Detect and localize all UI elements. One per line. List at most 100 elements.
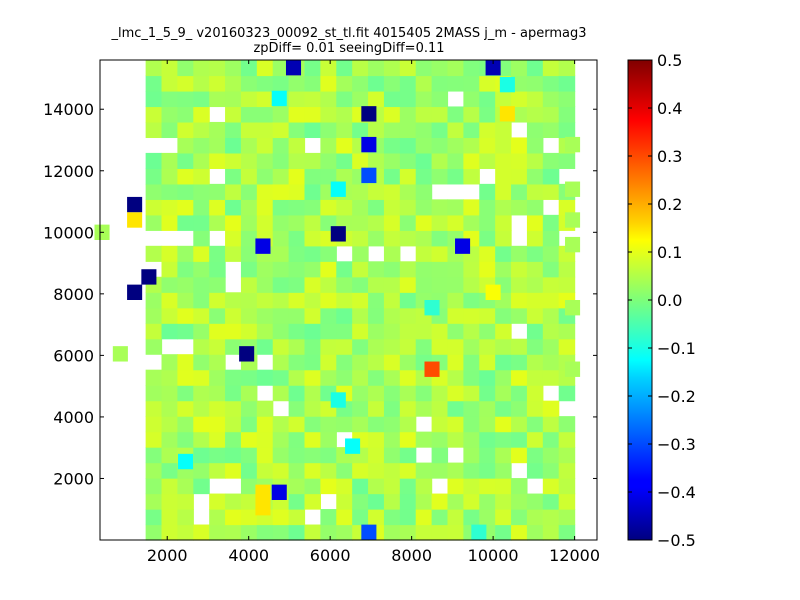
heatmap-cell bbox=[193, 447, 210, 464]
heatmap-cell bbox=[431, 152, 449, 169]
heatmap-cell bbox=[288, 447, 306, 464]
heatmap-cell bbox=[304, 245, 321, 262]
colorbar-tick-label: −0.1 bbox=[657, 339, 696, 358]
heatmap-cell bbox=[383, 509, 401, 526]
heatmap-cell bbox=[288, 106, 306, 123]
heatmap-cell bbox=[193, 416, 210, 433]
heatmap-cell bbox=[225, 338, 242, 355]
heatmap-cell bbox=[304, 168, 321, 185]
heatmap-cell bbox=[272, 462, 290, 479]
heatmap-cell bbox=[526, 230, 544, 247]
heatmap-cell bbox=[399, 183, 417, 200]
heatmap-cell bbox=[368, 431, 385, 448]
heatmap-cell bbox=[383, 338, 401, 355]
heatmap-cell bbox=[272, 60, 290, 77]
heatmap-cell bbox=[463, 292, 480, 309]
heatmap-cell bbox=[447, 385, 464, 402]
heatmap-highlight-cell bbox=[127, 284, 143, 300]
heatmap-cell bbox=[336, 276, 353, 293]
heatmap-cell bbox=[463, 385, 480, 402]
colorbar-tick-label: −0.5 bbox=[657, 531, 696, 550]
heatmap-cell bbox=[225, 524, 242, 541]
heatmap-cell bbox=[368, 447, 385, 464]
heatmap-cell bbox=[542, 90, 560, 108]
heatmap-cell bbox=[526, 60, 544, 77]
heatmap-cell bbox=[479, 462, 496, 479]
heatmap-cell bbox=[161, 509, 178, 526]
heatmap-cell bbox=[495, 416, 512, 433]
heatmap-cell bbox=[240, 323, 258, 340]
heatmap-cell bbox=[511, 338, 528, 355]
heatmap-cell bbox=[177, 168, 194, 185]
heatmap-cell bbox=[463, 90, 480, 108]
heatmap-cell bbox=[177, 493, 194, 510]
heatmap-cell bbox=[225, 90, 242, 108]
heatmap-cell bbox=[336, 369, 353, 386]
heatmap-cell bbox=[463, 121, 480, 139]
heatmap-cell bbox=[415, 60, 433, 77]
heatmap-cell bbox=[240, 493, 258, 510]
heatmap-cell bbox=[336, 478, 353, 495]
heatmap-cell bbox=[479, 183, 496, 200]
heatmap-cell bbox=[145, 323, 163, 340]
heatmap-cell bbox=[447, 431, 464, 448]
heatmap-cell bbox=[272, 307, 290, 324]
heatmap-cell bbox=[177, 276, 194, 293]
heatmap-cell bbox=[304, 431, 321, 448]
heatmap-cell bbox=[145, 524, 163, 541]
heatmap-cell bbox=[161, 431, 178, 448]
heatmap-cell bbox=[272, 261, 290, 278]
heatmap-cell bbox=[209, 261, 226, 278]
heatmap-cell bbox=[511, 493, 528, 510]
heatmap-cell bbox=[352, 338, 369, 355]
heatmap-cell bbox=[304, 75, 321, 92]
heatmap-cell bbox=[304, 493, 321, 510]
heatmap-cell bbox=[256, 447, 274, 464]
heatmap-cell bbox=[511, 524, 528, 541]
heatmap-cell bbox=[288, 431, 306, 448]
heatmap-cell bbox=[193, 60, 210, 77]
heatmap-cell bbox=[320, 245, 337, 262]
heatmap-cell bbox=[383, 493, 401, 510]
heatmap-cell bbox=[511, 307, 528, 324]
heatmap-cell bbox=[431, 90, 449, 108]
heatmap-highlight-cell bbox=[271, 484, 287, 500]
heatmap-cell bbox=[511, 137, 528, 154]
heatmap-cell bbox=[240, 416, 258, 433]
heatmap-cell bbox=[447, 137, 464, 154]
heatmap-cell bbox=[511, 183, 528, 200]
heatmap-cell bbox=[177, 90, 194, 108]
heatmap-cell bbox=[511, 106, 528, 123]
heatmap-cell bbox=[495, 214, 512, 231]
heatmap-cell bbox=[415, 276, 433, 293]
heatmap-cell bbox=[145, 462, 163, 479]
heatmap-cell bbox=[352, 354, 369, 371]
colorbar-tick-label: −0.2 bbox=[657, 387, 696, 406]
heatmap-cell bbox=[145, 90, 163, 108]
heatmap-cell bbox=[272, 137, 290, 154]
heatmap-cell bbox=[209, 447, 226, 464]
heatmap-cell bbox=[558, 493, 576, 510]
heatmap-cell bbox=[511, 168, 528, 185]
heatmap-cell bbox=[495, 524, 512, 541]
heatmap-cell bbox=[272, 416, 290, 433]
heatmap-cell bbox=[272, 323, 290, 340]
heatmap-cell bbox=[209, 307, 226, 324]
heatmap-cell bbox=[225, 245, 242, 262]
heatmap-cell bbox=[368, 60, 385, 77]
heatmap-cell bbox=[383, 199, 401, 216]
chart-title: _lmc_1_5_9_ v20160323_00092_st_tl.fit 40… bbox=[111, 26, 587, 41]
heatmap-cell bbox=[145, 245, 163, 262]
heatmap-cell bbox=[415, 385, 433, 402]
heatmap-highlight-cell bbox=[455, 238, 471, 254]
heatmap-cell bbox=[145, 121, 163, 139]
heatmap-cell bbox=[225, 75, 242, 92]
heatmap-cell bbox=[288, 137, 306, 154]
heatmap-cell bbox=[256, 168, 274, 185]
heatmap-cell bbox=[161, 493, 178, 510]
heatmap-cell bbox=[272, 245, 290, 262]
heatmap-cell bbox=[320, 261, 337, 278]
heatmap-cell bbox=[256, 307, 274, 324]
heatmap-cell bbox=[479, 509, 496, 526]
heatmap-cell bbox=[526, 509, 544, 526]
